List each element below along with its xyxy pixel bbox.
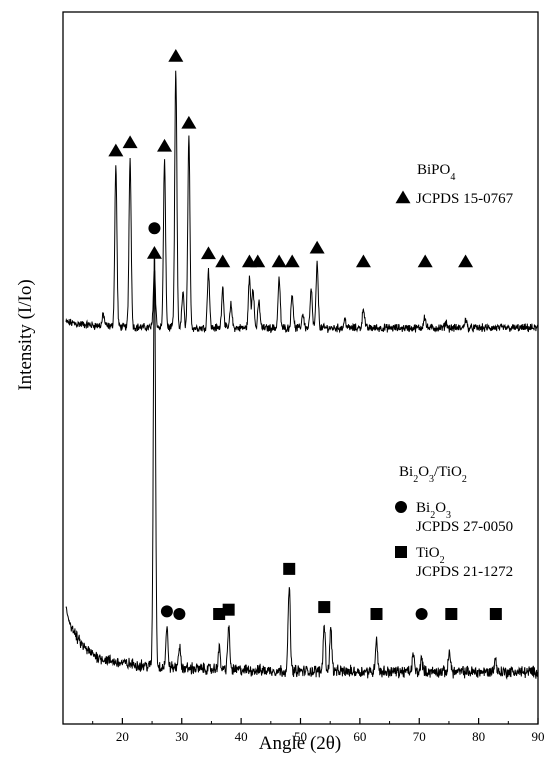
circle-marker bbox=[415, 608, 428, 620]
triangle-marker bbox=[284, 254, 300, 268]
legend-square-icon bbox=[395, 546, 407, 558]
legend-entry-jcpds-15-0767: JCPDS 15-0767 bbox=[416, 191, 514, 207]
triangle-marker bbox=[309, 240, 325, 254]
series-line-bi2o3-tio2 bbox=[65, 248, 539, 680]
triangle-marker bbox=[146, 246, 162, 259]
square-marker bbox=[489, 608, 502, 620]
triangle-marker bbox=[250, 254, 266, 268]
series-line-bipo4 bbox=[65, 70, 539, 334]
plot-frame bbox=[62, 11, 539, 725]
square-marker bbox=[370, 608, 383, 620]
x-tick-label: 50 bbox=[294, 729, 307, 744]
legend-entry-tio2-name: TiO2 bbox=[416, 545, 445, 566]
triangle-marker bbox=[200, 246, 216, 260]
triangle-marker bbox=[355, 254, 371, 268]
x-axis-label: Angle (2θ) bbox=[259, 733, 341, 754]
triangle-marker bbox=[108, 143, 124, 157]
triangle-marker bbox=[417, 254, 433, 268]
triangle-marker bbox=[458, 254, 474, 268]
triangle-marker bbox=[122, 135, 138, 149]
x-tick-label: 70 bbox=[413, 729, 426, 744]
x-tick-label: 80 bbox=[472, 729, 485, 744]
triangle-marker bbox=[181, 115, 197, 129]
circle-marker bbox=[173, 608, 186, 620]
circle-marker bbox=[160, 605, 173, 618]
x-tick-label: 20 bbox=[116, 729, 129, 744]
legend-entry-jcpds-21-1272: JCPDS 21-1272 bbox=[416, 564, 513, 580]
y-axis-label: Intensity (I/Io) bbox=[15, 279, 36, 390]
x-axis: 20 30 40 50 60 70 80 90 bbox=[92, 718, 545, 744]
square-marker bbox=[445, 608, 458, 620]
legend-entry-bi2o3-name: Bi2O3 bbox=[416, 500, 451, 521]
x-tick-label: 40 bbox=[235, 729, 248, 744]
legend-title-bi2o3-tio2: Bi2O3/TiO2 bbox=[399, 464, 467, 485]
x-tick-label: 30 bbox=[175, 729, 188, 744]
circle-marker bbox=[148, 222, 161, 235]
legend-triangle-icon bbox=[395, 190, 411, 204]
peak-markers bbox=[108, 49, 502, 620]
triangle-marker bbox=[168, 49, 184, 62]
triangle-marker bbox=[271, 254, 287, 268]
square-marker bbox=[213, 608, 226, 620]
square-marker bbox=[318, 601, 331, 614]
triangle-marker bbox=[215, 254, 231, 268]
legend-entry-jcpds-27-0050: JCPDS 27-0050 bbox=[416, 519, 513, 535]
x-tick-label: 90 bbox=[532, 729, 545, 744]
legend-circle-icon bbox=[395, 501, 407, 513]
square-marker bbox=[283, 562, 296, 575]
legend-title-bipo4: BiPO4 bbox=[417, 162, 455, 183]
square-marker bbox=[222, 603, 235, 616]
triangle-marker bbox=[157, 138, 173, 152]
x-tick-label: 60 bbox=[353, 729, 366, 744]
